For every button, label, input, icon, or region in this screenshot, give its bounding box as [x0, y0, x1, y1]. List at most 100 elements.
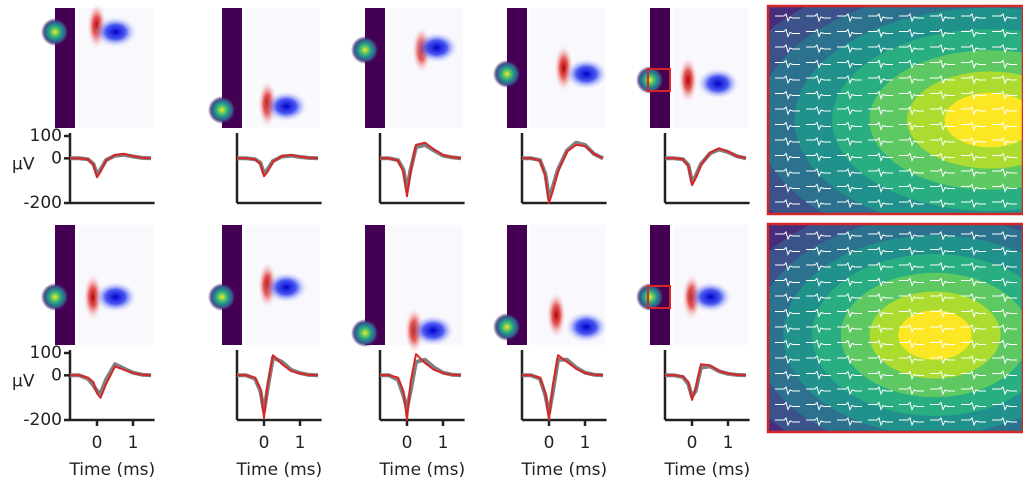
trace [806, 370, 831, 380]
x-label: Time (ms) [68, 460, 155, 480]
waveform [237, 154, 319, 178]
trace [961, 355, 986, 365]
trace [899, 386, 924, 396]
trace [899, 106, 924, 116]
waveform [522, 143, 604, 204]
trace [930, 75, 955, 85]
trace [899, 28, 924, 38]
trace [992, 59, 1017, 69]
trace [806, 137, 831, 147]
trace [961, 370, 986, 380]
trace [806, 246, 831, 256]
trace [961, 417, 986, 427]
waveform [522, 357, 604, 416]
trace [868, 277, 893, 287]
heat-blue [696, 67, 740, 100]
y-label: μV [12, 154, 35, 174]
trace [961, 293, 986, 303]
waveform [70, 365, 152, 399]
probe-blob [636, 283, 664, 311]
x-tick-label: 0 [259, 433, 270, 453]
trace [868, 90, 893, 100]
trace [868, 324, 893, 334]
trace [806, 13, 831, 23]
trace [775, 137, 800, 147]
trace [961, 28, 986, 38]
waveform [665, 363, 747, 401]
trace [899, 231, 924, 241]
trace [868, 59, 893, 69]
trace [775, 417, 800, 427]
trace [992, 277, 1017, 287]
trace [899, 121, 924, 131]
waveform [665, 147, 747, 187]
trace [899, 152, 924, 162]
trace [775, 106, 800, 116]
trace [837, 44, 862, 54]
trace [930, 13, 955, 23]
footprint-map [768, 6, 1023, 214]
trace [961, 44, 986, 54]
trace [930, 277, 955, 287]
trace [837, 28, 862, 38]
trace [775, 262, 800, 272]
trace [806, 262, 831, 272]
trace [961, 324, 986, 334]
trace [930, 293, 955, 303]
trace [806, 199, 831, 209]
heat-blue [564, 311, 609, 343]
x-label: Time (ms) [663, 460, 750, 480]
waveform [380, 141, 462, 198]
trace [992, 199, 1017, 209]
trace [806, 168, 831, 178]
trace [868, 168, 893, 178]
trace [868, 386, 893, 396]
trace [837, 308, 862, 318]
trace [775, 401, 800, 411]
trace [899, 417, 924, 427]
x-tick-label: 0 [544, 433, 555, 453]
trace [930, 324, 955, 334]
trace [899, 168, 924, 178]
trace [868, 75, 893, 85]
trace [837, 324, 862, 334]
trace [868, 121, 893, 131]
trace [899, 262, 924, 272]
trace [961, 386, 986, 396]
trace [961, 183, 986, 193]
trace [992, 121, 1017, 131]
trace [775, 355, 800, 365]
trace [837, 106, 862, 116]
heat-blue [264, 90, 309, 123]
trace [837, 386, 862, 396]
waveform [380, 142, 462, 192]
trace [806, 231, 831, 241]
heat-blue [564, 58, 609, 90]
trace [806, 401, 831, 411]
trace [868, 339, 893, 349]
trace [837, 199, 862, 209]
trace [961, 152, 986, 162]
trace [961, 231, 986, 241]
trace [775, 183, 800, 193]
y-tick-label: -200 [23, 193, 62, 213]
trace [961, 59, 986, 69]
waveform [237, 355, 319, 414]
trace [868, 262, 893, 272]
trace [899, 137, 924, 147]
trace [775, 293, 800, 303]
x-tick-label: 0 [92, 433, 103, 453]
probe-blob [636, 66, 664, 94]
y-tick-label: 100 [30, 126, 62, 146]
trace [775, 324, 800, 334]
waveform [70, 152, 152, 179]
trace [930, 199, 955, 209]
trace [806, 121, 831, 131]
trace [930, 231, 955, 241]
trace [992, 75, 1017, 85]
probe-blob [493, 313, 521, 341]
trace [961, 339, 986, 349]
trace [806, 386, 831, 396]
trace [806, 59, 831, 69]
